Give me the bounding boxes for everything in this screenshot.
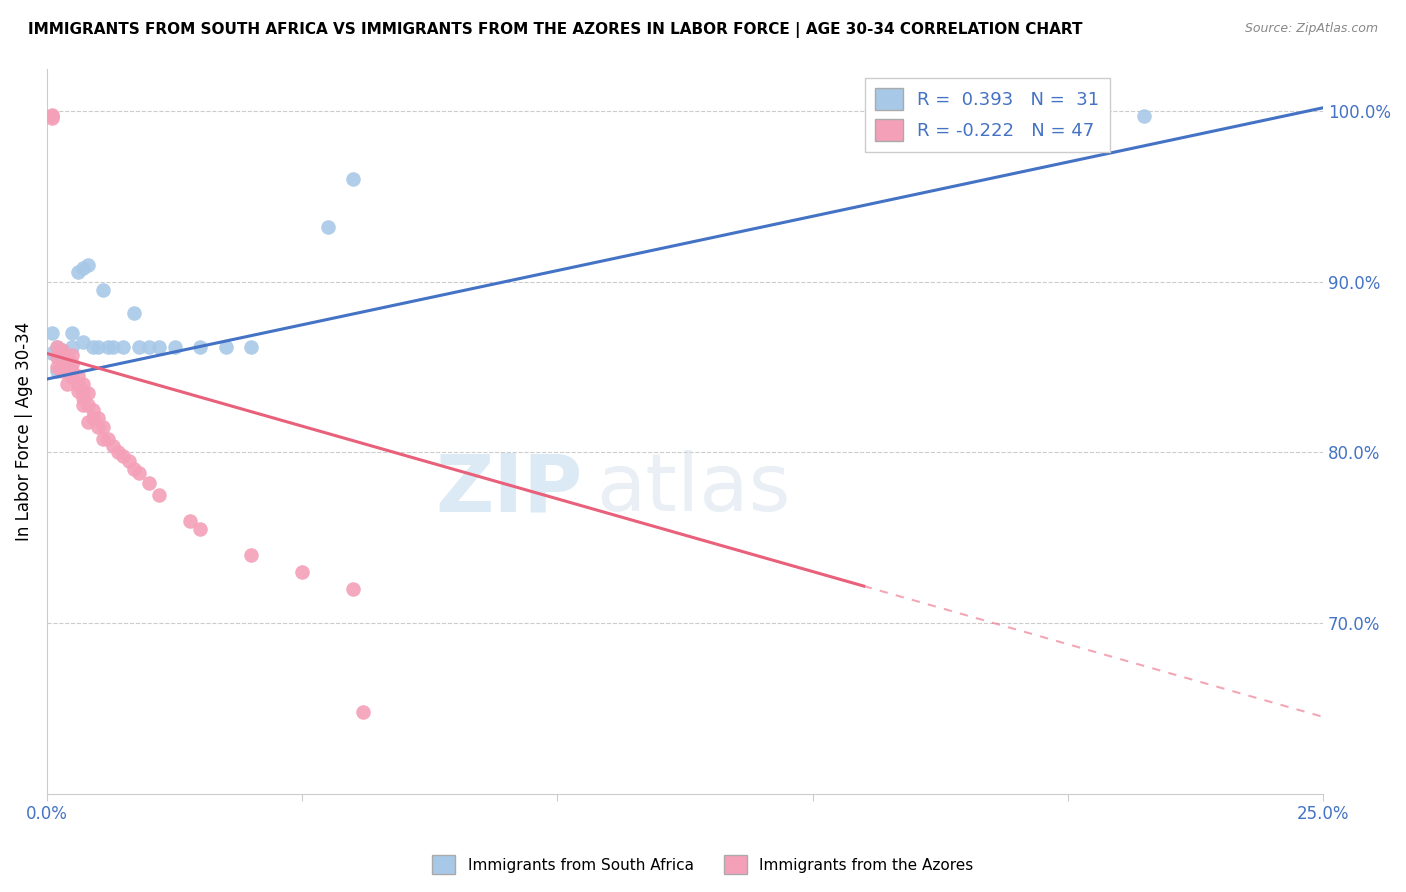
Point — [66, 384, 89, 398]
Point — [46, 363, 69, 377]
Point — [82, 411, 104, 425]
Point — [76, 415, 98, 429]
Point — [240, 340, 263, 354]
Point — [82, 340, 104, 354]
Point — [352, 705, 374, 719]
Point — [41, 326, 63, 340]
Point — [51, 343, 73, 357]
Point — [76, 258, 98, 272]
Point — [66, 377, 89, 392]
Point — [46, 350, 69, 364]
Point — [82, 402, 104, 417]
Point — [62, 348, 84, 362]
Point — [97, 432, 120, 446]
Point — [66, 368, 89, 383]
Point — [56, 350, 79, 364]
Point — [1057, 107, 1080, 121]
Point — [51, 343, 73, 357]
Point — [214, 340, 236, 354]
Point — [46, 360, 69, 375]
Point — [138, 340, 160, 354]
Point — [72, 377, 94, 392]
Y-axis label: In Labor Force | Age 30-34: In Labor Force | Age 30-34 — [15, 321, 32, 541]
Point — [91, 283, 114, 297]
Text: atlas: atlas — [596, 450, 790, 528]
Point — [41, 109, 63, 123]
Point — [138, 476, 160, 491]
Point — [188, 340, 211, 354]
Point — [76, 398, 98, 412]
Point — [72, 261, 94, 276]
Point — [97, 340, 120, 354]
Point — [122, 305, 145, 319]
Point — [128, 466, 150, 480]
Text: Source: ZipAtlas.com: Source: ZipAtlas.com — [1244, 22, 1378, 36]
Point — [62, 340, 84, 354]
Point — [72, 334, 94, 349]
Point — [91, 420, 114, 434]
Point — [51, 351, 73, 366]
Point — [87, 411, 110, 425]
Point — [56, 357, 79, 371]
Point — [342, 172, 364, 186]
Point — [56, 363, 79, 377]
Point — [148, 340, 170, 354]
Point — [316, 220, 339, 235]
Point — [103, 439, 125, 453]
Point — [103, 340, 125, 354]
Point — [291, 565, 314, 579]
Point — [107, 445, 129, 459]
Point — [56, 377, 79, 392]
Point — [72, 398, 94, 412]
Point — [76, 385, 98, 400]
Point — [66, 264, 89, 278]
Point — [1133, 109, 1156, 123]
Point — [188, 522, 211, 536]
Point — [179, 514, 201, 528]
Point — [87, 420, 110, 434]
Point — [41, 107, 63, 121]
Text: IMMIGRANTS FROM SOUTH AFRICA VS IMMIGRANTS FROM THE AZORES IN LABOR FORCE | AGE : IMMIGRANTS FROM SOUTH AFRICA VS IMMIGRAN… — [28, 22, 1083, 38]
Point — [62, 370, 84, 384]
Point — [342, 582, 364, 596]
Point — [62, 363, 84, 377]
Point — [240, 548, 263, 562]
Point — [128, 340, 150, 354]
Point — [51, 363, 73, 377]
Point — [87, 340, 110, 354]
Point — [51, 360, 73, 375]
Point — [46, 340, 69, 354]
Point — [122, 462, 145, 476]
Point — [72, 384, 94, 398]
Point — [72, 391, 94, 405]
Point — [62, 326, 84, 340]
Point — [117, 454, 139, 468]
Point — [163, 340, 186, 354]
Point — [41, 111, 63, 125]
Point — [46, 340, 69, 354]
Point — [62, 357, 84, 371]
Point — [112, 449, 135, 463]
Point — [41, 346, 63, 360]
Point — [148, 488, 170, 502]
Legend: R =  0.393   N =  31, R = -0.222   N = 47: R = 0.393 N = 31, R = -0.222 N = 47 — [865, 78, 1109, 153]
Point — [91, 432, 114, 446]
Text: ZIP: ZIP — [436, 450, 583, 528]
Point — [112, 340, 135, 354]
Legend: Immigrants from South Africa, Immigrants from the Azores: Immigrants from South Africa, Immigrants… — [426, 849, 980, 880]
